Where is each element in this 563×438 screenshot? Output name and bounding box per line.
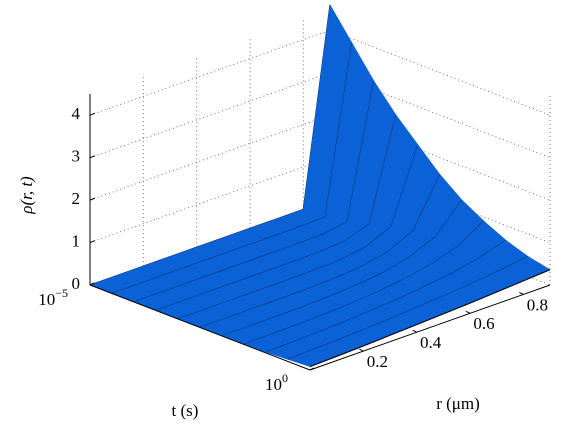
t-tick-label: 100 xyxy=(265,371,288,394)
r-tick xyxy=(412,329,417,333)
z-tick-label: 0 xyxy=(72,274,81,293)
z-tick-label: 3 xyxy=(72,147,81,166)
t-tick xyxy=(89,282,95,286)
t-tick xyxy=(309,367,315,371)
t-axis-label: t (s) xyxy=(172,401,199,420)
t-tick-base: 10 xyxy=(265,375,282,394)
z-tick-label: 2 xyxy=(72,189,81,208)
z-tick xyxy=(89,240,96,244)
grid-line xyxy=(89,29,551,116)
z-tick-label: 4 xyxy=(72,104,81,123)
r-tick xyxy=(465,310,471,314)
t-tick-label: 10−5 xyxy=(38,286,68,309)
grid-line xyxy=(89,157,551,243)
t-axis xyxy=(89,284,311,371)
r-tick-label: 0.4 xyxy=(420,333,442,352)
r-tick xyxy=(519,291,524,295)
z-axis-label: ρ(r, t) xyxy=(17,176,36,215)
t-tick-base: 10 xyxy=(38,290,55,309)
t-tick-exponent: 0 xyxy=(282,371,288,385)
r-tick xyxy=(359,348,364,352)
r-axis xyxy=(309,284,551,371)
t-tick-exponent: −5 xyxy=(55,286,68,300)
z-tick-label: 1 xyxy=(72,231,81,250)
r-tick-label: 0.2 xyxy=(367,352,388,371)
r-tick-label: 0.8 xyxy=(527,295,548,314)
r-axis-label: r (μm) xyxy=(436,394,480,413)
grid-line xyxy=(89,72,551,159)
grid-line xyxy=(89,114,551,201)
surface-line xyxy=(309,269,551,368)
z-tick xyxy=(89,112,96,116)
z-tick xyxy=(89,197,96,201)
r-tick-label: 0.6 xyxy=(473,314,494,333)
z-tick xyxy=(89,155,96,159)
